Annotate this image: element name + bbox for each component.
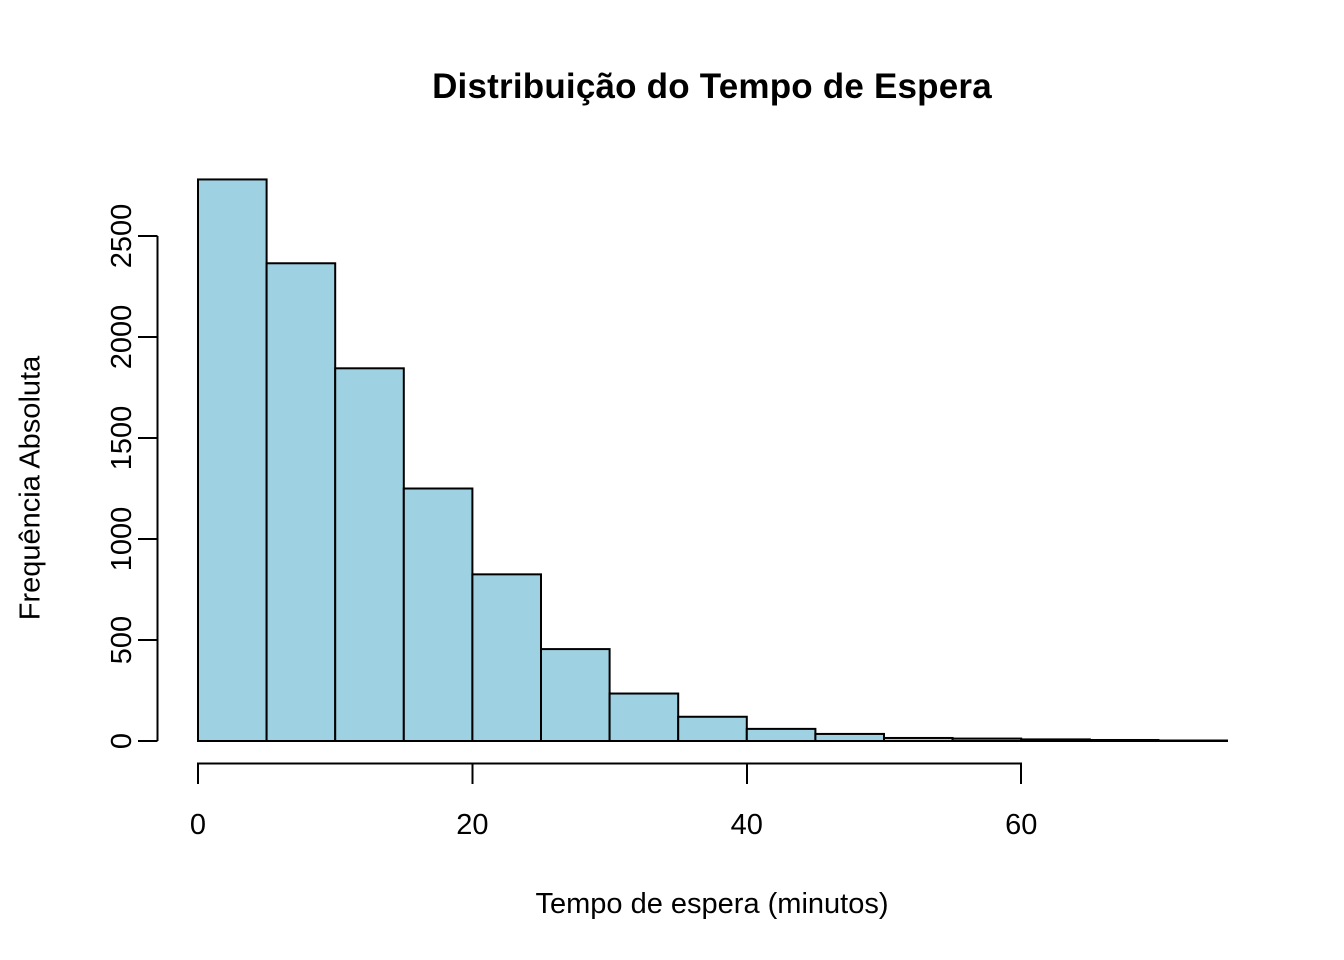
histogram-bar <box>265 262 337 742</box>
y-tick-label: 2500 <box>106 204 138 269</box>
histogram-bar <box>1088 738 1160 742</box>
y-tick-label: 500 <box>106 616 138 664</box>
y-tick-label: 1000 <box>106 507 138 572</box>
x-tick-label: 60 <box>1005 809 1037 841</box>
histogram-bar <box>608 692 680 743</box>
histogram-bar <box>951 737 1023 742</box>
histogram-bar <box>402 487 474 742</box>
histogram-bar <box>677 715 748 743</box>
x-axis-title: Tempo de espera (minutos) <box>535 888 889 920</box>
chart-title: Distribuição do Tempo de Espera <box>432 67 992 106</box>
y-tick-label: 2000 <box>106 305 138 370</box>
x-tick-label: 0 <box>190 809 206 841</box>
histogram-bar <box>471 573 542 742</box>
histogram-bar <box>814 732 886 742</box>
histogram-bar <box>745 727 817 743</box>
histogram-bar <box>1157 739 1229 742</box>
histogram-bar <box>197 178 268 742</box>
x-tick-label: 20 <box>456 809 488 841</box>
histogram-bar <box>540 648 611 743</box>
y-tick-label: 0 <box>106 733 138 749</box>
y-tick-label: 1500 <box>106 406 138 471</box>
histogram-bar <box>334 367 405 742</box>
histogram-bar <box>1020 738 1091 742</box>
histogram-bar <box>883 736 954 742</box>
x-tick-label: 40 <box>731 809 763 841</box>
